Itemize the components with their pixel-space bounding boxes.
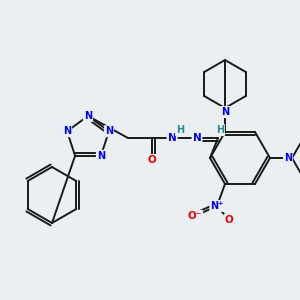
Text: H: H [176,125,184,135]
Text: N: N [193,133,201,143]
Text: N: N [168,133,176,143]
Text: O: O [148,155,156,165]
Text: N: N [97,151,105,161]
Text: N: N [84,111,92,121]
Text: N: N [63,126,71,136]
Text: N: N [221,107,229,117]
Text: O: O [225,215,233,225]
Text: N: N [284,153,292,163]
Text: N: N [105,126,113,136]
Text: O⁻: O⁻ [188,211,202,221]
Text: N⁺: N⁺ [210,201,224,211]
Text: H: H [216,125,224,135]
